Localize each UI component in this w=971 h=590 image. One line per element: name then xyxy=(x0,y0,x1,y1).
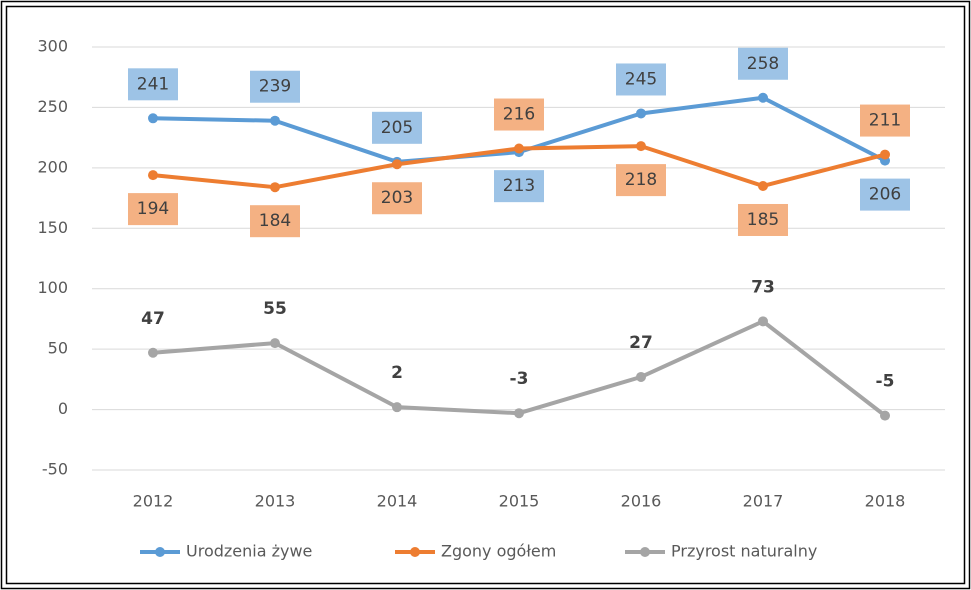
data-label: 211 xyxy=(869,111,901,131)
x-tick-label: 2013 xyxy=(255,492,296,511)
legend-label: Urodzenia żywe xyxy=(186,542,312,561)
label-box xyxy=(250,70,300,103)
x-tick-label: 2014 xyxy=(377,492,418,511)
y-tick-label: 50 xyxy=(48,339,68,358)
legend-dot xyxy=(155,547,165,557)
x-tick-label: 2015 xyxy=(499,492,540,511)
point xyxy=(758,316,768,327)
point xyxy=(148,113,158,124)
legend-dot xyxy=(410,547,420,557)
point xyxy=(270,338,280,349)
point xyxy=(270,115,280,126)
data-label: 206 xyxy=(869,185,901,205)
data-label: 47 xyxy=(141,309,165,329)
label-box xyxy=(860,178,910,211)
data-label: 245 xyxy=(625,69,657,89)
x-tick-label: 2018 xyxy=(865,492,906,511)
data-label: 213 xyxy=(503,176,535,196)
data-label: 194 xyxy=(137,199,169,219)
point xyxy=(514,143,524,154)
label-box xyxy=(128,68,178,101)
label-box xyxy=(616,63,666,96)
point xyxy=(636,371,646,382)
x-tick-label: 2016 xyxy=(621,492,662,511)
point xyxy=(270,182,280,193)
data-label: 239 xyxy=(259,77,291,97)
data-label: 73 xyxy=(751,277,775,297)
label-box xyxy=(738,203,788,236)
data-label: 258 xyxy=(747,54,779,74)
x-tick-label: 2012 xyxy=(133,492,174,511)
y-tick-label: 250 xyxy=(37,97,68,116)
label-box xyxy=(250,205,300,238)
legend-label: Przyrost naturalny xyxy=(671,542,817,561)
point xyxy=(758,92,768,103)
legend-dot xyxy=(640,547,650,557)
data-label: 27 xyxy=(629,333,653,353)
data-label: 184 xyxy=(259,211,291,231)
point xyxy=(148,347,158,358)
y-tick-label: 300 xyxy=(37,37,68,56)
point xyxy=(148,170,158,181)
x-tick-label: 2017 xyxy=(743,492,784,511)
point xyxy=(392,402,402,413)
data-label: 205 xyxy=(381,118,413,138)
data-label: -3 xyxy=(510,369,529,389)
point xyxy=(636,108,646,119)
data-label: 2 xyxy=(391,363,403,383)
label-box xyxy=(494,170,544,203)
data-label: -5 xyxy=(876,372,895,392)
data-label: 241 xyxy=(137,74,169,94)
point xyxy=(514,408,524,419)
label-box xyxy=(128,193,178,226)
label-box xyxy=(616,164,666,197)
label-box xyxy=(494,98,544,131)
point xyxy=(392,159,402,170)
label-box xyxy=(372,111,422,144)
data-label: 55 xyxy=(263,299,287,319)
y-tick-label: 150 xyxy=(37,218,68,237)
legend-label: Zgony ogółem xyxy=(441,542,556,561)
data-label: 218 xyxy=(625,170,657,190)
inner-border xyxy=(5,5,966,585)
point xyxy=(636,141,646,152)
point xyxy=(880,149,890,160)
data-label: 185 xyxy=(747,210,779,230)
y-tick-label: 200 xyxy=(37,157,68,176)
y-tick-label: 100 xyxy=(37,278,68,297)
label-box xyxy=(860,104,910,137)
data-label: 203 xyxy=(381,188,413,208)
data-label: 216 xyxy=(503,105,535,125)
point xyxy=(880,410,890,421)
y-tick-label: 0 xyxy=(58,399,68,418)
point xyxy=(758,180,768,191)
y-tick-label: -50 xyxy=(42,460,68,479)
label-box xyxy=(372,182,422,215)
label-box xyxy=(738,47,788,80)
